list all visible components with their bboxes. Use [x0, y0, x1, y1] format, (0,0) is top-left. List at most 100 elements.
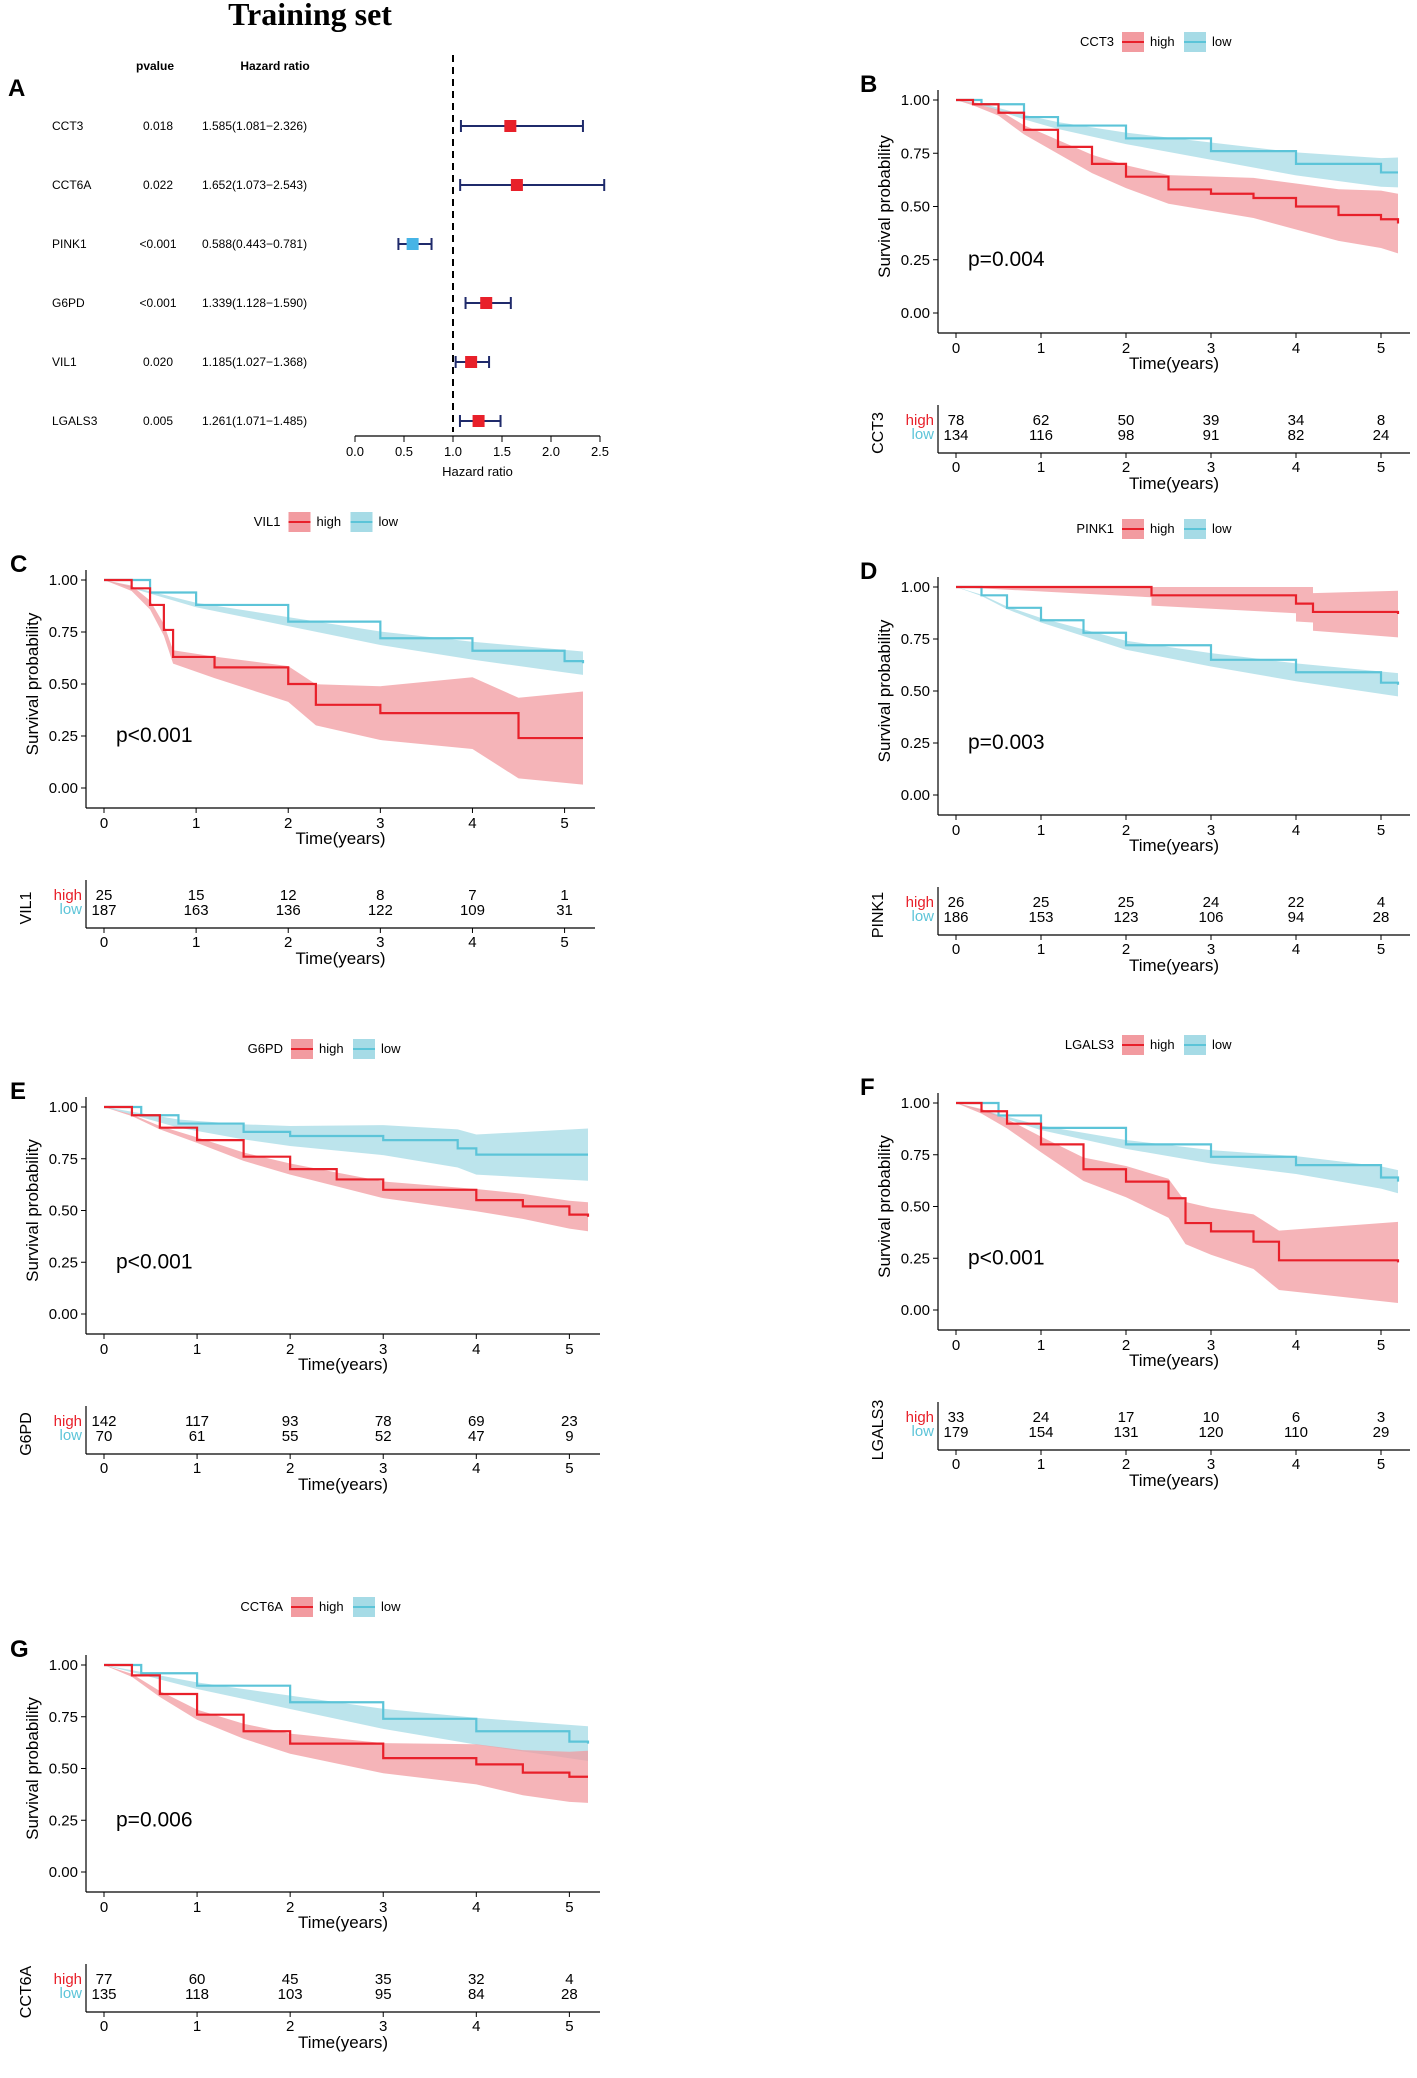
ci-band-low [104, 1665, 588, 1762]
ci-band-low [956, 100, 1398, 188]
km-y-tick-label: 0.50 [49, 1203, 78, 1220]
risk-count-high: 25 [96, 887, 113, 904]
forest-x-tick-label: 2.0 [542, 444, 560, 459]
risk-x-tick-label: 0 [952, 1456, 960, 1473]
km-y-tick-label: 0.00 [901, 305, 930, 322]
forest-gene-label: PINK1 [52, 237, 87, 251]
km-x-tick-label: 5 [565, 1341, 573, 1358]
forest-x-label: Hazard ratio [442, 464, 513, 479]
risk-count-high: 25 [1118, 894, 1135, 911]
km-x-tick-label: 5 [560, 815, 568, 832]
km-x-tick-label: 3 [379, 1341, 387, 1358]
km-x-tick-label: 2 [1122, 340, 1130, 357]
risk-count-high: 4 [565, 1971, 573, 1988]
risk-row-label-high: high [54, 1413, 82, 1430]
ci-band-high [104, 1665, 588, 1803]
ci-band-low [956, 587, 1398, 697]
risk-count-low: 109 [460, 902, 485, 919]
survival-curve-high [104, 1663, 588, 1778]
legend-low-label: low [381, 1041, 401, 1056]
survival-curve-high [104, 578, 583, 740]
forest-gene-label: LGALS3 [52, 414, 98, 428]
km-x-label: Time(years) [295, 829, 385, 848]
km-pvalue: p=0.006 [116, 1808, 193, 1831]
risk-count-high: 8 [376, 887, 384, 904]
risk-count-high: 10 [1203, 1409, 1220, 1426]
km-x-tick-label: 2 [286, 1341, 294, 1358]
km-x-tick-label: 1 [1037, 340, 1045, 357]
risk-count-high: 60 [189, 1971, 206, 1988]
km-y-label: Survival probability [23, 1139, 42, 1282]
risk-count-low: 106 [1198, 909, 1223, 926]
risk-row-label-high: high [906, 894, 934, 911]
legend-title: G6PD [248, 1041, 283, 1056]
risk-count-low: 28 [1373, 909, 1390, 926]
risk-x-tick-label: 5 [1377, 459, 1385, 476]
forest-pvalue: 0.022 [143, 178, 173, 192]
risk-count-low: 98 [1118, 427, 1135, 444]
km-x-tick-label: 2 [284, 815, 292, 832]
legend-high-label: high [317, 514, 342, 529]
panel-letter: D [860, 558, 877, 585]
km-x-label: Time(years) [1129, 836, 1219, 855]
panel-letter: B [860, 71, 877, 98]
km-x-label: Time(years) [298, 1913, 388, 1932]
km-x-tick-label: 0 [952, 822, 960, 839]
risk-x-tick-label: 2 [1122, 941, 1130, 958]
panel-letter: E [10, 1078, 26, 1105]
forest-hr-text: 1.261(1.071−1.485) [202, 414, 307, 428]
risk-count-low: 153 [1028, 909, 1053, 926]
km-y-label: Survival probability [23, 612, 42, 755]
risk-x-tick-label: 5 [565, 1460, 573, 1477]
risk-count-high: 78 [375, 1413, 392, 1430]
forest-gene-label: CCT3 [52, 119, 84, 133]
risk-row-label-low: low [911, 1423, 934, 1440]
km-y-tick-label: 1.00 [49, 1657, 78, 1674]
km-y-tick-label: 0.75 [901, 145, 930, 162]
km-x-tick-label: 1 [1037, 1337, 1045, 1354]
km-x-tick-label: 3 [376, 815, 384, 832]
risk-count-high: 24 [1033, 1409, 1050, 1426]
risk-count-low: 28 [561, 1986, 578, 2003]
km-y-tick-label: 0.25 [901, 1250, 930, 1267]
risk-x-tick-label: 2 [286, 1460, 294, 1477]
risk-count-high: 50 [1118, 412, 1135, 429]
risk-x-tick-label: 2 [286, 2018, 294, 2035]
km-x-label: Time(years) [1129, 1351, 1219, 1370]
risk-x-tick-label: 1 [193, 2018, 201, 2035]
risk-count-high: 15 [188, 887, 205, 904]
hr-point [406, 238, 419, 250]
risk-count-low: 135 [91, 1986, 116, 2003]
ci-band-high [956, 587, 1398, 638]
ci-band-low [104, 580, 583, 675]
forest-hr-text: 1.652(1.073−2.543) [202, 178, 307, 192]
forest-x-tick-label: 1.5 [493, 444, 511, 459]
risk-gene-label: G6PD [18, 1412, 35, 1456]
risk-count-low: 123 [1113, 909, 1138, 926]
risk-x-tick-label: 3 [376, 934, 384, 951]
risk-count-high: 25 [1033, 894, 1050, 911]
risk-x-label: Time(years) [1129, 1471, 1219, 1490]
legend-title: VIL1 [254, 514, 281, 529]
risk-x-tick-label: 3 [1207, 1456, 1215, 1473]
km-pvalue: p<0.001 [116, 1250, 193, 1273]
risk-count-low: 47 [468, 1428, 485, 1445]
risk-gene-label: LGALS3 [870, 1400, 887, 1461]
risk-row-label-high: high [54, 887, 82, 904]
forest-x-tick-label: 0.5 [395, 444, 413, 459]
risk-x-tick-label: 4 [472, 2018, 480, 2035]
legend-title: PINK1 [1076, 521, 1114, 536]
km-y-tick-label: 0.00 [901, 1302, 930, 1319]
km-x-tick-label: 0 [100, 815, 108, 832]
legend-title: CCT3 [1080, 34, 1114, 49]
risk-count-low: 154 [1028, 1424, 1053, 1441]
km-x-tick-label: 4 [472, 1341, 480, 1358]
survival-curve-low [104, 1663, 590, 1744]
forest-pvalue: 0.005 [143, 414, 173, 428]
legend-low-label: low [1212, 34, 1232, 49]
forest-x-tick-label: 1.0 [444, 444, 462, 459]
km-x-tick-label: 1 [192, 815, 200, 832]
